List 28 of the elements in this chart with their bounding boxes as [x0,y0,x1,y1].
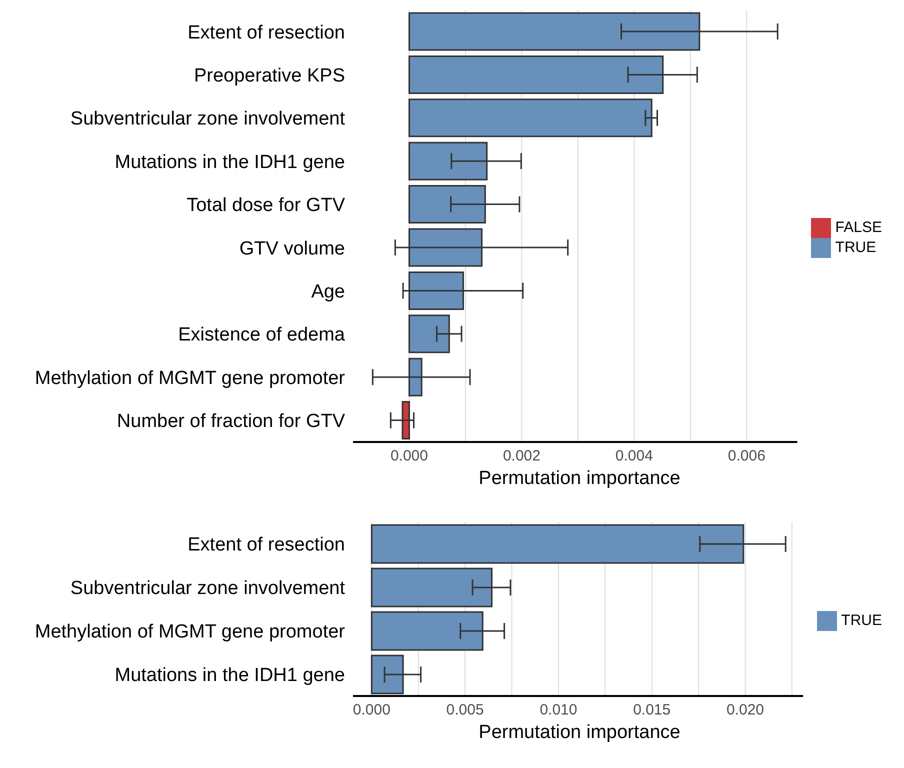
y-tick-label: Mutations in the IDH1 gene [114,152,345,173]
x-tick-label: 0.010 [540,702,578,719]
legend-label: TRUE [841,612,882,629]
x-tick-label: 0.006 [728,448,766,465]
y-tick-label: Mutations in the IDH1 gene [114,664,345,686]
x-axis-title: Permutation importance [478,722,682,744]
x-tick-label: 0.002 [502,448,540,465]
x-tick-label: 0.000 [390,448,428,465]
x-tick-label: 0.000 [352,702,390,719]
x-tick-label: 0.020 [726,702,764,719]
y-tick-label: Subventricular zone involvement [70,578,346,599]
y-tick-label: Extent of resection [188,534,345,556]
y-tick-label: Number of fraction for GTV [116,411,346,432]
x-tick-label: 0.004 [615,448,653,465]
legend-label: FALSE [835,218,882,236]
y-tick-label: Preoperative KPS [194,66,345,87]
x-tick-label: 0.005 [446,702,484,719]
x-axis-title: Permutation importance [478,468,682,490]
y-tick-label: Subventricular zone involvement [70,108,346,130]
y-tick-label: Total dose for GTV [186,195,346,216]
y-tick-label: Extent of resection [188,22,345,44]
y-tick-label: Methylation of MGMT gene promoter [34,368,346,389]
x-tick-label: 0.015 [633,702,671,719]
y-tick-label: GTV volume [239,238,345,260]
y-tick-label: Methylation of MGMT gene promoter [34,621,346,642]
y-tick-label: Age [311,282,345,303]
y-tick-label: Existence of edema [178,324,346,346]
legend-label: TRUE [835,238,876,256]
